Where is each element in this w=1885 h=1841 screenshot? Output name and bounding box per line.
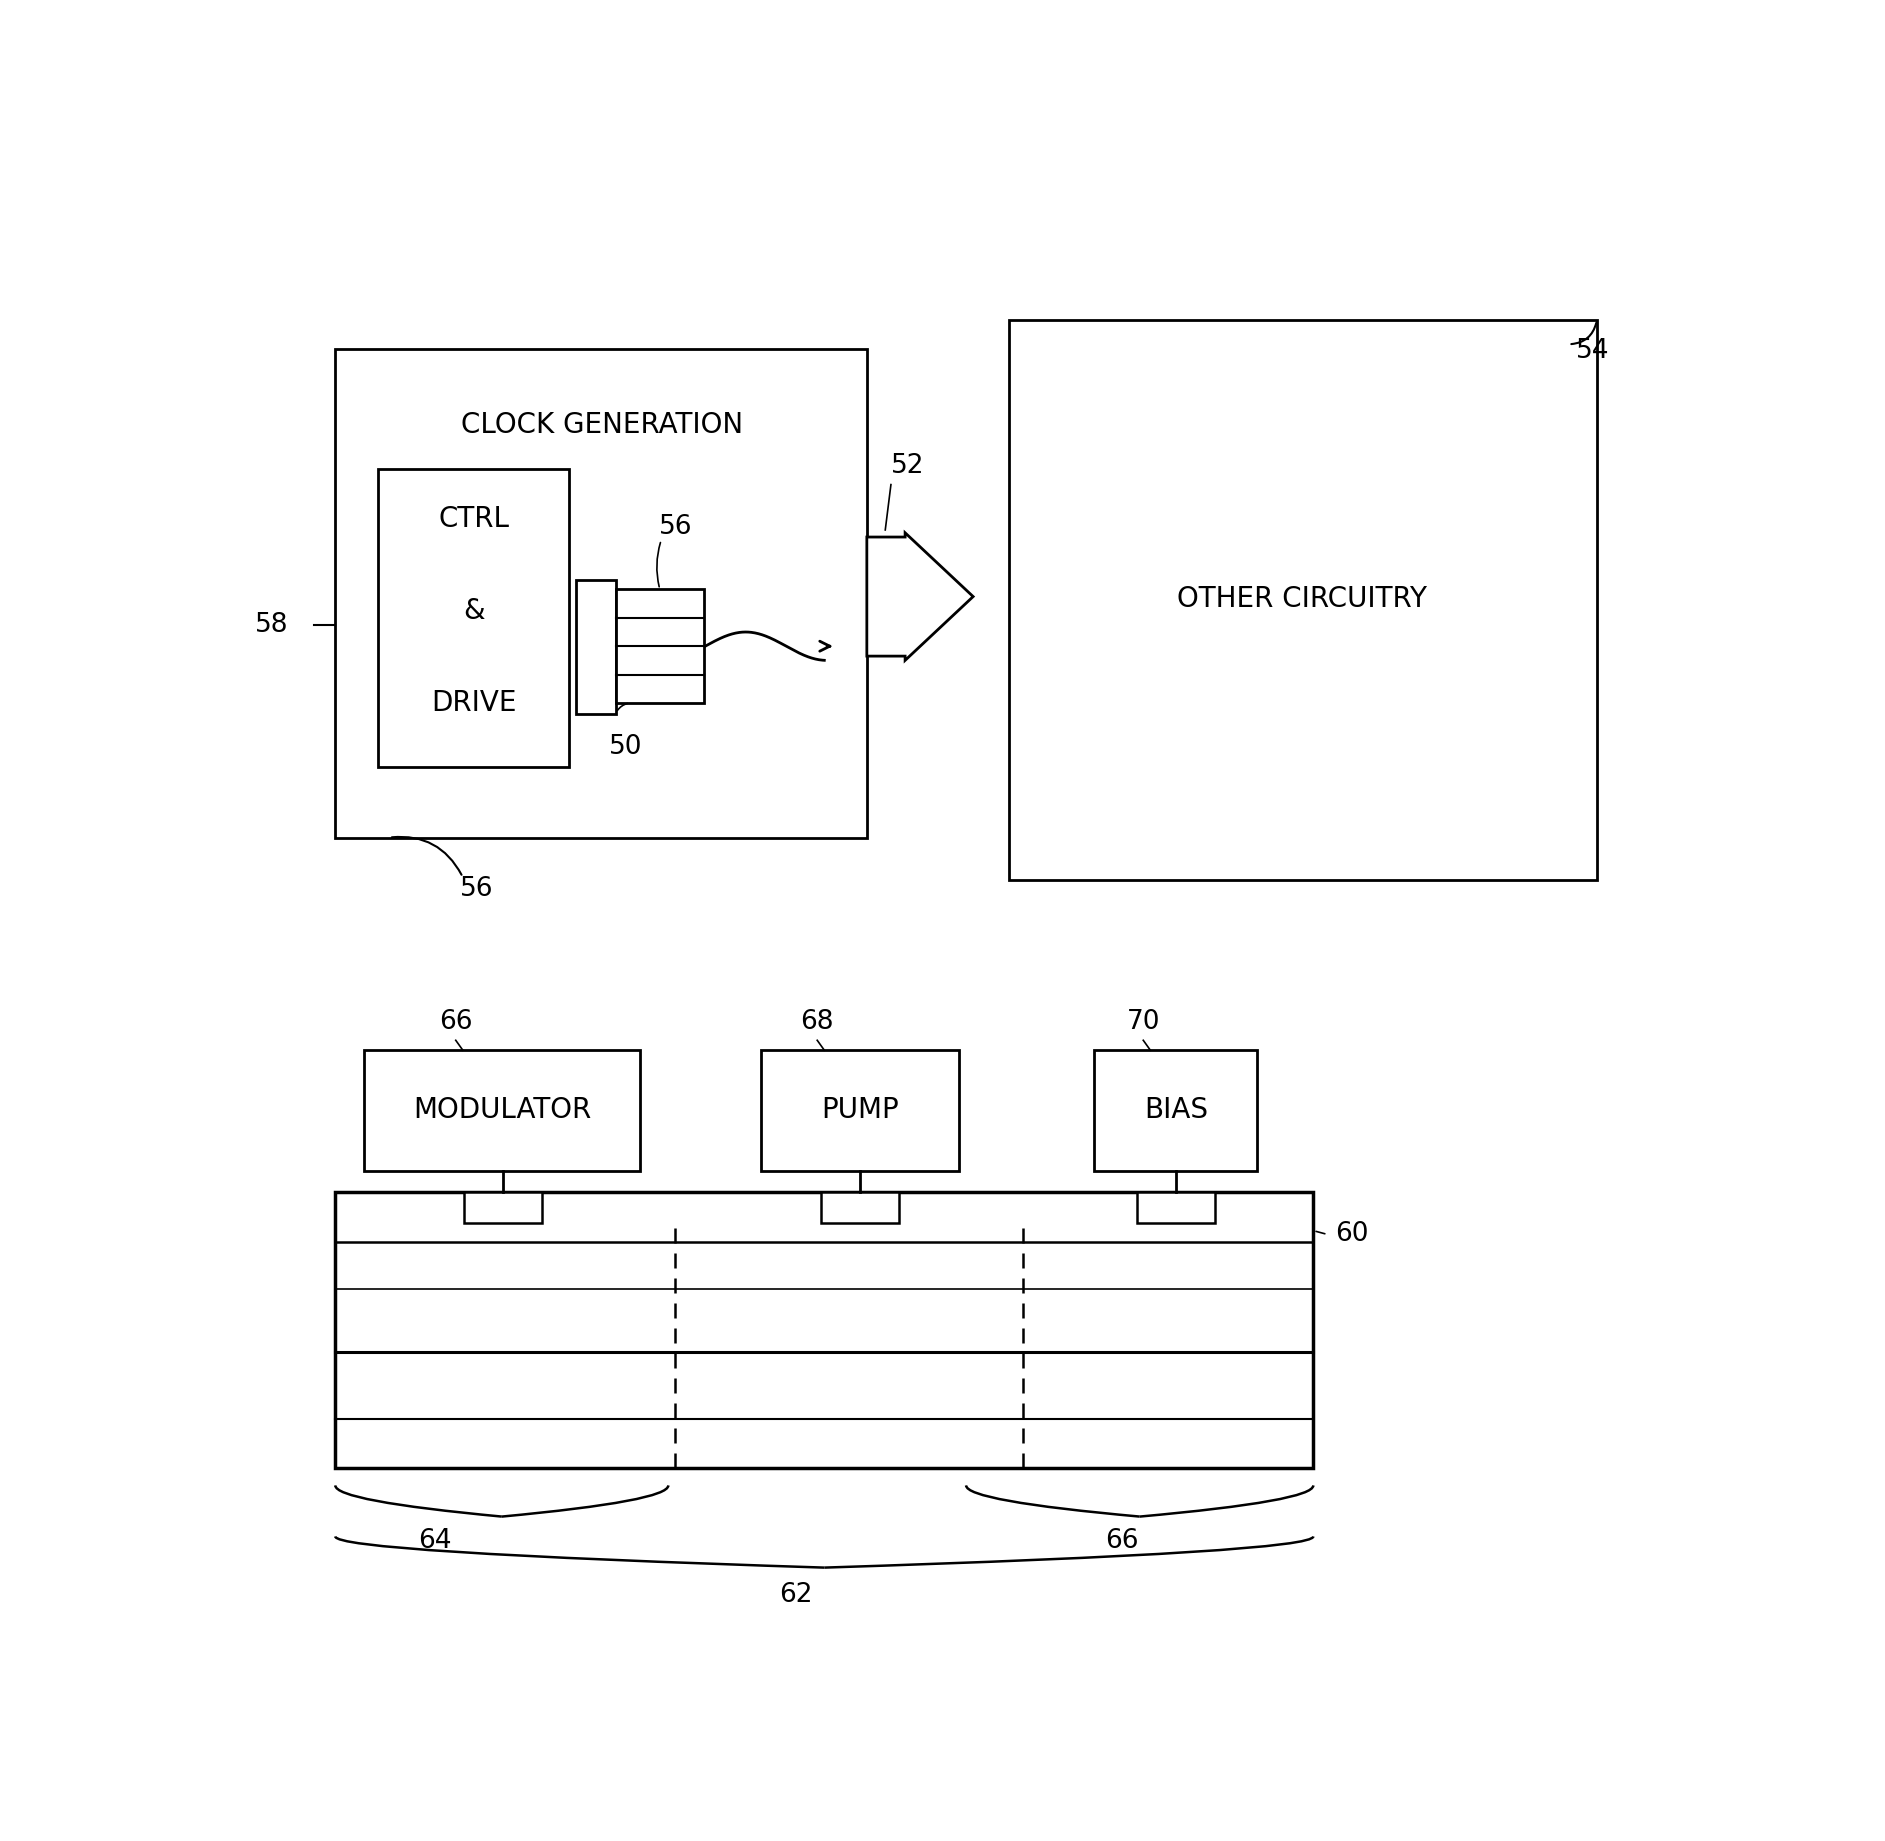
Bar bbox=[760, 1049, 959, 1171]
Text: MODULATOR: MODULATOR bbox=[413, 1095, 592, 1123]
Bar bbox=[820, 1191, 899, 1222]
Text: 58: 58 bbox=[254, 611, 288, 639]
Text: 56: 56 bbox=[658, 514, 692, 539]
Text: DRIVE: DRIVE bbox=[432, 689, 516, 716]
Text: BIAS: BIAS bbox=[1144, 1095, 1208, 1123]
Bar bbox=[336, 1191, 1314, 1469]
Text: 60: 60 bbox=[1335, 1221, 1369, 1248]
Bar bbox=[377, 469, 569, 766]
Text: 66: 66 bbox=[439, 1009, 473, 1035]
Text: &: & bbox=[464, 596, 484, 624]
Bar bbox=[464, 1191, 541, 1222]
Text: 62: 62 bbox=[779, 1581, 812, 1607]
Text: 50: 50 bbox=[609, 735, 643, 760]
Bar bbox=[577, 580, 616, 714]
Text: 56: 56 bbox=[460, 876, 494, 902]
Bar bbox=[1093, 1049, 1257, 1171]
Bar bbox=[1008, 320, 1597, 880]
Text: PUMP: PUMP bbox=[820, 1095, 899, 1123]
Text: 64: 64 bbox=[418, 1528, 451, 1554]
Text: CLOCK GENERATION: CLOCK GENERATION bbox=[460, 411, 743, 438]
Text: 68: 68 bbox=[801, 1009, 833, 1035]
Text: OTHER CIRCUITRY: OTHER CIRCUITRY bbox=[1176, 585, 1427, 613]
Text: 54: 54 bbox=[1576, 339, 1610, 365]
Text: 52: 52 bbox=[892, 453, 924, 479]
Bar bbox=[336, 348, 867, 838]
Bar bbox=[1137, 1191, 1214, 1222]
Text: 66: 66 bbox=[1105, 1528, 1139, 1554]
Bar bbox=[616, 589, 703, 703]
Polygon shape bbox=[867, 532, 973, 661]
Text: 70: 70 bbox=[1127, 1009, 1159, 1035]
Bar bbox=[364, 1049, 641, 1171]
Text: CTRL: CTRL bbox=[439, 504, 509, 532]
